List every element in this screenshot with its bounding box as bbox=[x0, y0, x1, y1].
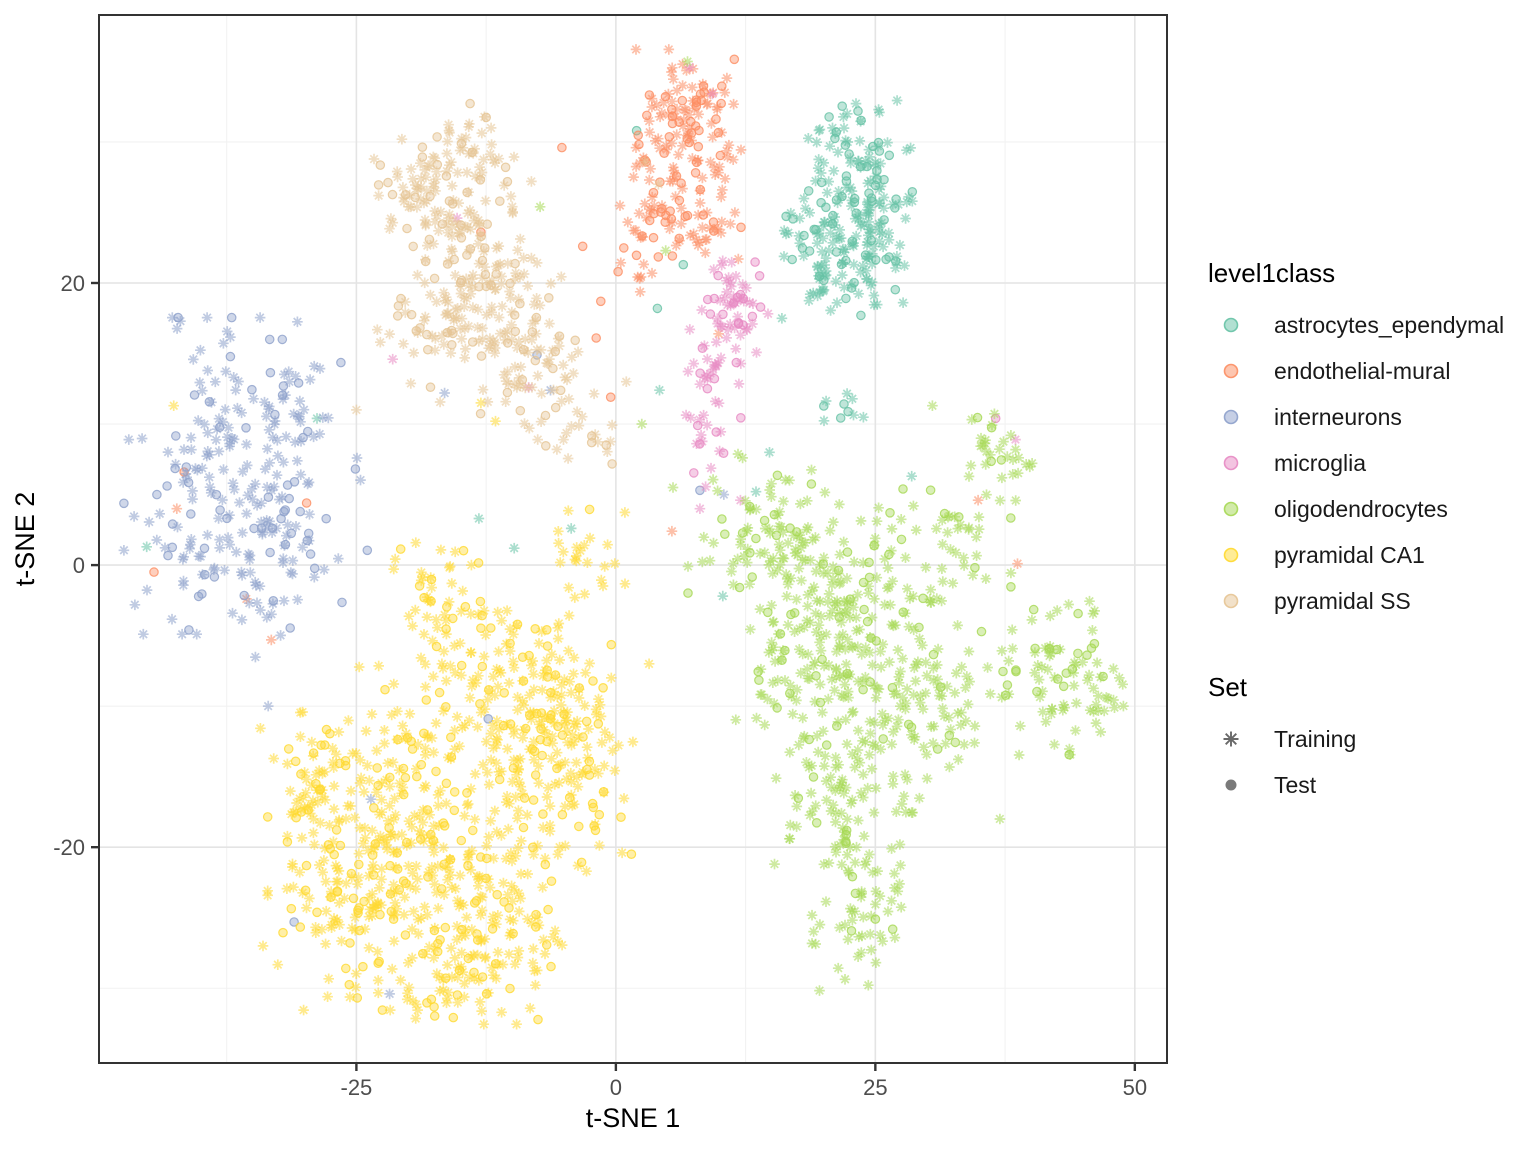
legend-item-label: oligodendrocytes bbox=[1274, 495, 1448, 522]
shape-legend-title: Set bbox=[1208, 672, 1248, 702]
data-points-layer bbox=[118, 44, 1129, 1030]
cluster-oligodendrocytes-training-points bbox=[534, 56, 1129, 996]
legend-item-label: interneurons bbox=[1274, 403, 1402, 430]
legend-panel: level1class astrocytes_ependymal endothel… bbox=[1208, 256, 1528, 808]
cluster-interneurons-test-points bbox=[119, 312, 705, 927]
legend-item-label: microglia bbox=[1274, 449, 1367, 476]
scatter-plot: -25 0 25 50 -20 0 20 t-SNE 1 t-SNE 2 bbox=[10, 14, 1168, 1133]
x-tick-labels: -25 0 25 50 bbox=[341, 1075, 1148, 1100]
color-legend-title: level1class bbox=[1208, 258, 1336, 288]
legend-key-circle-icon bbox=[1216, 448, 1246, 478]
x-axis-title: t-SNE 1 bbox=[586, 1103, 681, 1133]
legend-item-label: endothelial-mural bbox=[1274, 357, 1451, 384]
legend-key-circle-icon bbox=[1216, 586, 1246, 616]
cluster-pyramidal-CA1-test-points bbox=[262, 504, 637, 1025]
legend-key-circle-icon bbox=[1216, 310, 1246, 340]
legend-item-label: pyramidal SS bbox=[1274, 587, 1411, 614]
legend-item-training: Training bbox=[1208, 716, 1528, 762]
legend-item-test: Test bbox=[1208, 762, 1528, 808]
cluster-astrocytes-ependymal-test-points bbox=[631, 101, 918, 423]
svg-text:-25: -25 bbox=[341, 1075, 373, 1100]
cluster-pyramidal-SS-test-points bbox=[373, 98, 617, 469]
panel-border bbox=[98, 14, 1168, 1064]
svg-text:-20: -20 bbox=[53, 835, 85, 860]
legend-item-endothelial-mural: endothelial-mural bbox=[1208, 348, 1528, 394]
legend-key-circle-icon bbox=[1216, 402, 1246, 432]
legend-item-label: pyramidal CA1 bbox=[1274, 541, 1425, 568]
legend-key-circle-icon bbox=[1216, 356, 1246, 386]
svg-text:20: 20 bbox=[61, 271, 85, 296]
legend-item-interneurons: interneurons bbox=[1208, 394, 1528, 440]
shape-legend-items: Training Test bbox=[1208, 716, 1528, 808]
cluster-oligodendrocytes-test-points bbox=[683, 412, 1108, 936]
y-tick-labels: -20 0 20 bbox=[53, 271, 85, 860]
svg-text:0: 0 bbox=[73, 553, 85, 578]
legend-item-pyramidal-SS: pyramidal SS bbox=[1208, 578, 1528, 624]
legend-key-circle-icon bbox=[1216, 540, 1246, 570]
cluster-pyramidal-CA1-training-points bbox=[168, 397, 655, 1030]
legend-item-label: Test bbox=[1274, 771, 1317, 798]
legend-item-oligodendrocytes: oligodendrocytes bbox=[1208, 486, 1528, 532]
legend-item-microglia: microglia bbox=[1208, 440, 1528, 486]
legend-item-label: Training bbox=[1274, 725, 1357, 752]
color-legend-items: astrocytes_ependymal endothelial-mural int… bbox=[1208, 302, 1528, 624]
legend-item-label: astrocytes_ependymal bbox=[1274, 311, 1505, 338]
cluster-microglia-test-points bbox=[688, 257, 1001, 478]
svg-text:25: 25 bbox=[863, 1075, 887, 1100]
cluster-interneurons-training-points bbox=[118, 312, 730, 1000]
svg-text:0: 0 bbox=[610, 1075, 622, 1100]
legend-item-pyramidal-CA1: pyramidal CA1 bbox=[1208, 532, 1528, 578]
cluster-endothelial-mural-test-points bbox=[149, 54, 746, 577]
legend-item-astrocytes-ependymal: astrocytes_ependymal bbox=[1208, 302, 1528, 348]
plot-panel bbox=[99, 15, 1167, 1063]
legend-key-asterisk-icon bbox=[1216, 724, 1246, 754]
legend-key-circle-icon bbox=[1216, 770, 1246, 800]
y-axis-title: t-SNE 2 bbox=[10, 492, 40, 587]
axis-ticks bbox=[91, 281, 1137, 1071]
legend-key-circle-icon bbox=[1216, 494, 1246, 524]
svg-text:50: 50 bbox=[1123, 1075, 1147, 1100]
